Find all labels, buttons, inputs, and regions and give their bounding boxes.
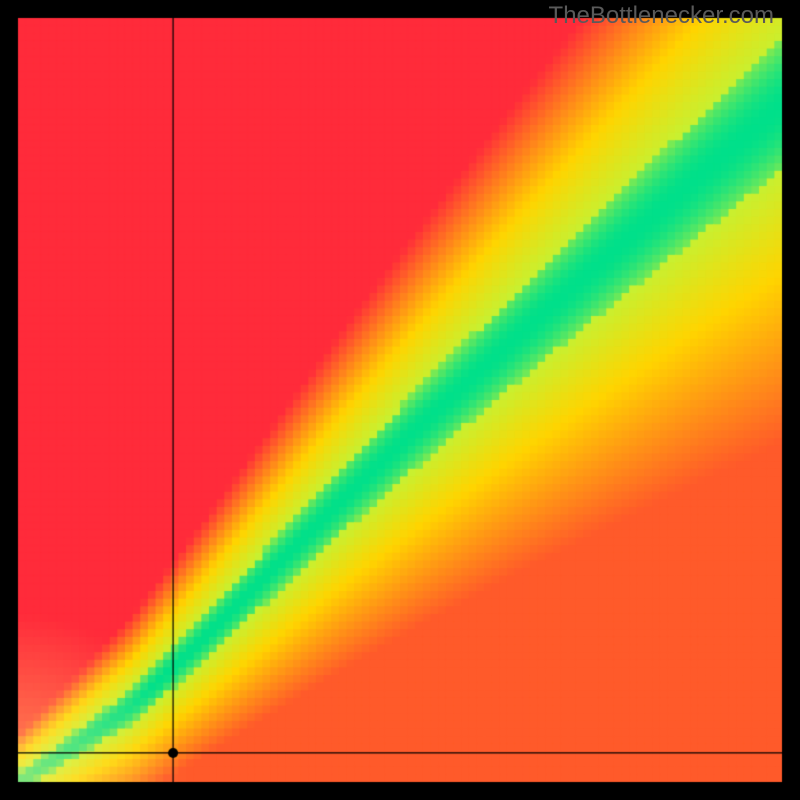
chart-container: TheBottlenecker.com [0,0,800,800]
watermark-text: TheBottlenecker.com [549,2,774,30]
heatmap-canvas [0,0,800,800]
